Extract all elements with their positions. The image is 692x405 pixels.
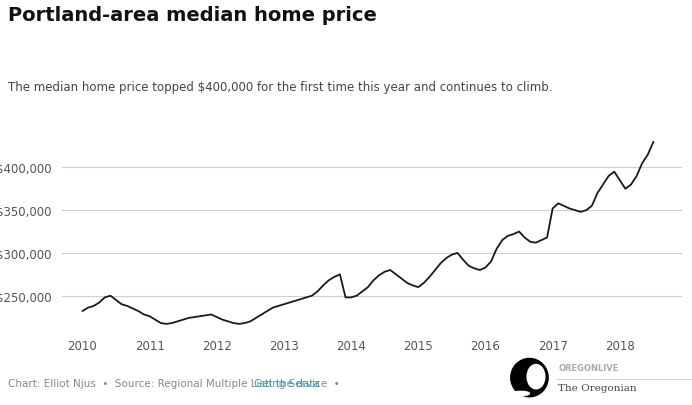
Ellipse shape [527,364,545,389]
Text: OREGONLIVE: OREGONLIVE [558,363,619,372]
Text: The median home price topped $400,000 for the first time this year and continues: The median home price topped $400,000 fo… [8,81,553,94]
Circle shape [513,391,529,396]
Text: Get the data: Get the data [254,378,320,388]
Ellipse shape [511,358,548,397]
Text: Portland-area median home price: Portland-area median home price [8,6,377,25]
Text: The Oregonian: The Oregonian [558,384,637,392]
Text: Chart: Elliot Njus  •  Source: Regional Multiple Listing Service  •: Chart: Elliot Njus • Source: Regional Mu… [8,378,347,388]
